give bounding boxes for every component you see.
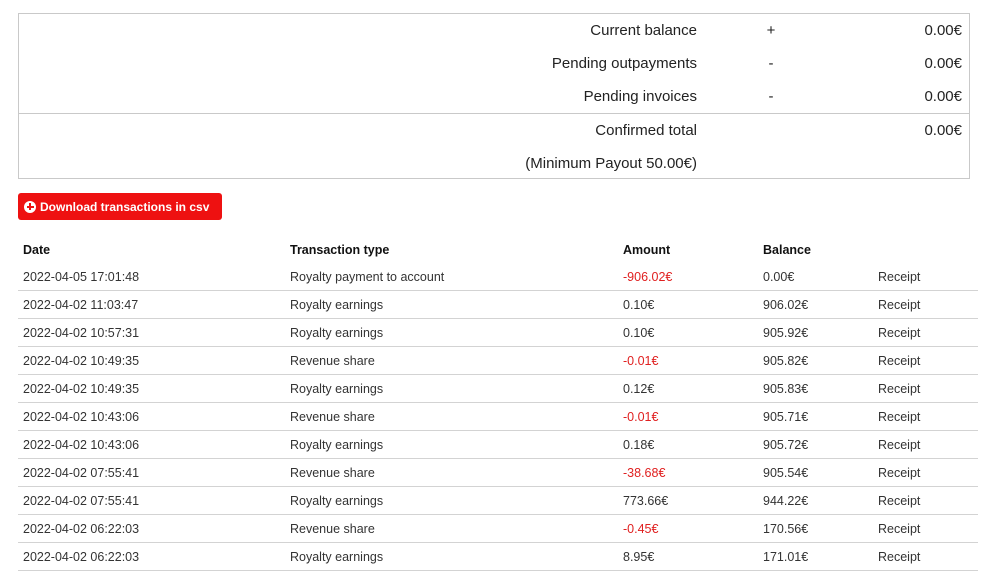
- current-balance-label: Current balance: [590, 22, 697, 39]
- cell-date: 2022-04-02 10:43:06: [23, 438, 140, 452]
- cell-transaction-type: Royalty earnings: [290, 550, 384, 564]
- cell-date: 2022-04-02 11:03:47: [23, 298, 139, 312]
- table-row: 2022-04-02 06:22:03 Royalty earnings 8.95€…: [18, 543, 978, 571]
- header-amount: Amount: [623, 243, 671, 257]
- cell-transaction-type: Royalty payment to account: [290, 270, 445, 284]
- receipt-link[interactable]: Receipt: [878, 270, 921, 284]
- receipt-link[interactable]: Receipt: [878, 298, 921, 312]
- table-row: 2022-04-02 10:43:06 Royalty earnings 0.18€…: [18, 431, 978, 459]
- table-header: Date Transaction type Amount Balance: [18, 236, 978, 263]
- transactions-table: Date Transaction type Amount Balance 202…: [18, 236, 978, 571]
- current-balance-row: Current balance + 0.00€: [19, 22, 969, 42]
- table-row: 2022-04-02 10:57:31 Royalty earnings 0.10€…: [18, 319, 978, 347]
- cell-balance: 905.71€: [763, 410, 809, 424]
- confirmed-total-row: Confirmed total 0.00€: [19, 122, 969, 142]
- cell-date: 2022-04-02 06:22:03: [23, 550, 140, 564]
- table-row: 2022-04-02 07:55:41 Revenue share -38.68€ 9…: [18, 459, 978, 487]
- table-row: 2022-04-02 06:22:03 Revenue share -0.45€ 17…: [18, 515, 978, 543]
- cell-balance: 0.00€: [763, 270, 795, 284]
- table-row: 2022-04-02 10:49:35 Royalty earnings 0.12€…: [18, 375, 978, 403]
- cell-balance: 906.02€: [763, 298, 809, 312]
- table-body: 2022-04-05 17:01:48 Royalty payment to ac…: [18, 263, 978, 571]
- confirmed-total-label: Confirmed total: [595, 122, 697, 139]
- cell-date: 2022-04-02 07:55:41: [23, 494, 140, 508]
- receipt-link[interactable]: Receipt: [878, 410, 921, 424]
- cell-transaction-type: Royalty earnings: [290, 438, 384, 452]
- cell-date: 2022-04-02 06:22:03: [23, 522, 140, 536]
- cell-amount: -0.45€: [623, 522, 659, 536]
- cell-balance: 944.22€: [763, 494, 809, 508]
- cell-transaction-type: Revenue share: [290, 522, 375, 536]
- summary-divider: [19, 113, 969, 114]
- pending-outpayments-row: Pending outpayments - 0.00€: [19, 55, 969, 75]
- cell-amount: 0.12€: [623, 382, 655, 396]
- cell-balance: 905.92€: [763, 326, 809, 340]
- pending-invoices-value: 0.00€: [924, 88, 962, 105]
- cell-balance: 905.83€: [763, 382, 809, 396]
- header-transaction-type: Transaction type: [290, 243, 390, 257]
- current-balance-sign: +: [766, 22, 776, 39]
- cell-transaction-type: Royalty earnings: [290, 298, 384, 312]
- cell-transaction-type: Royalty earnings: [290, 494, 384, 508]
- pending-invoices-label: Pending invoices: [583, 88, 697, 105]
- cell-date: 2022-04-02 07:55:41: [23, 466, 140, 480]
- cell-transaction-type: Revenue share: [290, 466, 375, 480]
- cell-amount: 773.66€: [623, 494, 669, 508]
- cell-amount: -38.68€: [623, 466, 666, 480]
- table-row: 2022-04-02 07:55:41 Royalty earnings 773.6…: [18, 487, 978, 515]
- cell-amount: 0.10€: [623, 298, 655, 312]
- header-balance: Balance: [763, 243, 811, 257]
- balance-summary-panel: Current balance + 0.00€ Pending outpayme…: [18, 13, 970, 179]
- cell-date: 2022-04-02 10:49:35: [23, 354, 140, 368]
- cell-balance: 171.01€: [763, 550, 809, 564]
- download-csv-label: Download transactions in csv: [40, 199, 210, 214]
- minimum-payout-note: (Minimum Payout 50.00€): [525, 155, 697, 172]
- cell-date: 2022-04-02 10:43:06: [23, 410, 140, 424]
- cell-transaction-type: Royalty earnings: [290, 326, 384, 340]
- cell-amount: -0.01€: [623, 354, 659, 368]
- pending-invoices-row: Pending invoices - 0.00€: [19, 88, 969, 108]
- download-csv-button[interactable]: Download transactions in csv: [18, 193, 222, 220]
- cell-balance: 905.72€: [763, 438, 809, 452]
- cell-amount: 0.18€: [623, 438, 655, 452]
- pending-invoices-sign: -: [768, 88, 774, 105]
- cell-amount: 8.95€: [623, 550, 655, 564]
- cell-amount: 0.10€: [623, 326, 655, 340]
- table-row: 2022-04-02 10:49:35 Revenue share -0.01€ 90…: [18, 347, 978, 375]
- current-balance-value: 0.00€: [924, 22, 962, 39]
- cell-transaction-type: Royalty earnings: [290, 382, 384, 396]
- plus-circle-icon: [24, 200, 36, 213]
- receipt-link[interactable]: Receipt: [878, 438, 921, 452]
- pending-outpayments-sign: -: [768, 55, 774, 72]
- confirmed-total-value: 0.00€: [924, 122, 962, 139]
- receipt-link[interactable]: Receipt: [878, 354, 921, 368]
- receipt-link[interactable]: Receipt: [878, 382, 921, 396]
- pending-outpayments-label: Pending outpayments: [551, 55, 697, 72]
- minimum-payout-row: (Minimum Payout 50.00€): [19, 155, 969, 175]
- table-row: 2022-04-02 10:43:06 Revenue share -0.01€ 90…: [18, 403, 978, 431]
- cell-date: 2022-04-02 10:49:35: [23, 382, 140, 396]
- cell-balance: 170.56€: [763, 522, 809, 536]
- receipt-link[interactable]: Receipt: [878, 466, 921, 480]
- cell-date: 2022-04-05 17:01:48: [23, 270, 140, 284]
- cell-amount: -0.01€: [623, 410, 659, 424]
- receipt-link[interactable]: Receipt: [878, 550, 921, 564]
- receipt-link[interactable]: Receipt: [878, 326, 921, 340]
- pending-outpayments-value: 0.00€: [924, 55, 962, 72]
- header-date: Date: [23, 243, 51, 257]
- cell-amount: -906.02€: [623, 270, 673, 284]
- table-row: 2022-04-02 11:03:47 Royalty earnings 0.10€…: [18, 291, 978, 319]
- cell-transaction-type: Revenue share: [290, 354, 375, 368]
- cell-date: 2022-04-02 10:57:31: [23, 326, 140, 340]
- cell-transaction-type: Revenue share: [290, 410, 375, 424]
- cell-balance: 905.82€: [763, 354, 809, 368]
- table-row: 2022-04-05 17:01:48 Royalty payment to ac…: [18, 263, 978, 291]
- receipt-link[interactable]: Receipt: [878, 522, 921, 536]
- receipt-link[interactable]: Receipt: [878, 494, 921, 508]
- cell-balance: 905.54€: [763, 466, 809, 480]
